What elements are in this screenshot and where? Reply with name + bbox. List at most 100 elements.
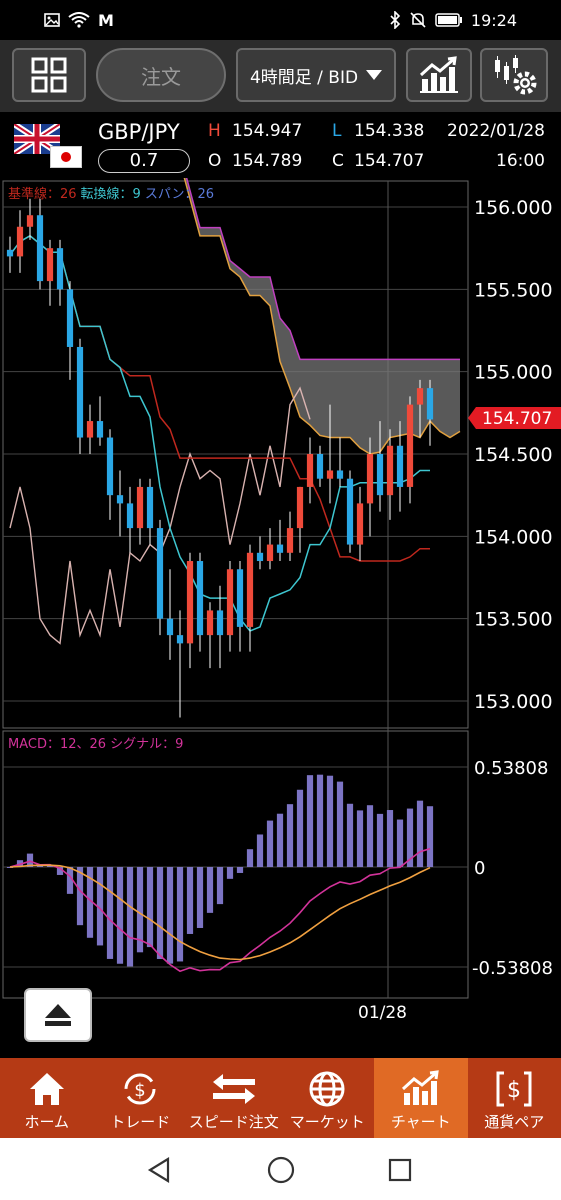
candle bbox=[16, 210, 24, 273]
mute-icon bbox=[410, 12, 426, 28]
candle bbox=[396, 421, 404, 512]
recents-icon[interactable] bbox=[386, 1156, 414, 1184]
current-price: 154.707 bbox=[482, 409, 552, 429]
candle bbox=[66, 281, 74, 380]
macd-hist-bar bbox=[206, 867, 214, 913]
macd-hist-bar bbox=[276, 813, 284, 867]
menu-grid-button[interactable] bbox=[12, 48, 86, 102]
candle bbox=[156, 519, 164, 636]
svg-text:$: $ bbox=[507, 1078, 521, 1103]
macd-hist-bar bbox=[96, 867, 104, 946]
period-select[interactable]: 4時間足 / BID bbox=[236, 48, 396, 102]
collapse-panel-button[interactable] bbox=[24, 988, 92, 1042]
home-circle-icon[interactable] bbox=[266, 1155, 296, 1185]
image-icon bbox=[44, 13, 60, 27]
price-tick: 154.000 bbox=[474, 526, 553, 548]
candle bbox=[176, 610, 184, 718]
macd-hist-bar bbox=[126, 867, 134, 967]
macd-hist-bar bbox=[346, 803, 354, 867]
chart-type-button[interactable] bbox=[406, 48, 472, 102]
chart-area[interactable]: 156.000 155.500 155.000 154.500 154.000 153.5… bbox=[0, 178, 561, 1058]
candle bbox=[96, 396, 104, 446]
macd-hist-bar bbox=[286, 804, 294, 867]
span-legend: スパン：26 bbox=[145, 187, 214, 202]
nav-speed-order-label: スピード注文 bbox=[188, 1113, 279, 1131]
candle bbox=[296, 486, 304, 553]
candle bbox=[406, 396, 414, 504]
currency-pair: GBP/JPY bbox=[98, 120, 180, 144]
macd-series bbox=[6, 774, 434, 973]
macd-hist-bar bbox=[326, 775, 334, 867]
macd-hist-bar bbox=[116, 867, 124, 964]
candle bbox=[276, 519, 284, 562]
price-chart[interactable]: 156.000 155.500 155.000 154.500 154.000 153.5… bbox=[0, 178, 561, 1058]
macd-hist-bar bbox=[256, 834, 264, 867]
candle bbox=[336, 437, 344, 487]
macd-hist-bar bbox=[266, 820, 274, 867]
currency-bracket-icon: $ bbox=[496, 1071, 532, 1107]
nav-currency-pair-label: 通貨ペア bbox=[484, 1113, 545, 1131]
candle bbox=[356, 486, 364, 562]
chart-growth-icon bbox=[401, 1070, 439, 1105]
price-tick: 155.000 bbox=[474, 362, 553, 384]
svg-text:$: $ bbox=[135, 1080, 146, 1101]
candle bbox=[166, 569, 174, 660]
macd-hist-bar bbox=[216, 867, 224, 905]
candle bbox=[36, 198, 44, 290]
macd-hist-bar bbox=[236, 867, 244, 873]
senkou-b-line bbox=[185, 178, 460, 361]
back-icon[interactable] bbox=[146, 1156, 174, 1184]
candle bbox=[426, 379, 434, 446]
candle bbox=[146, 478, 154, 545]
macd-hist-bar bbox=[356, 810, 364, 867]
high-value: 154.947 bbox=[232, 121, 303, 141]
macd-tick: 0 bbox=[474, 858, 485, 879]
macd-tick: -0.53808 bbox=[472, 958, 553, 979]
nav-chart[interactable]: チャート bbox=[374, 1058, 468, 1138]
order-button[interactable]: 注文 bbox=[96, 48, 226, 102]
candle bbox=[286, 511, 294, 562]
macd-hist-bar bbox=[226, 867, 234, 879]
macd-hist-bar bbox=[66, 867, 74, 894]
high-label: H bbox=[208, 121, 221, 141]
ichimoku-cloud bbox=[183, 178, 461, 455]
senkou-a-line bbox=[183, 178, 461, 455]
period-label: 4時間足 / BID bbox=[249, 67, 359, 88]
toolbar: 注文 4時間足 / BID bbox=[0, 40, 561, 112]
nav-trade-label: トレード bbox=[110, 1113, 171, 1131]
macd-hist-bar bbox=[416, 800, 424, 867]
price-tick: 153.500 bbox=[474, 609, 553, 631]
signal-line bbox=[9, 864, 431, 961]
nav-home[interactable]: ホーム bbox=[0, 1058, 94, 1138]
candle bbox=[346, 470, 354, 553]
open-label: O bbox=[208, 151, 222, 171]
nav-market[interactable]: マーケット bbox=[281, 1058, 375, 1138]
home-icon bbox=[29, 1073, 64, 1105]
price-tick: 156.000 bbox=[474, 197, 553, 219]
japan-flag-icon bbox=[50, 146, 82, 168]
nav-currency-pair[interactable]: $ 通貨ペア bbox=[468, 1058, 561, 1138]
battery-icon bbox=[435, 13, 462, 27]
macd-hist-bar bbox=[176, 867, 184, 962]
candle bbox=[246, 544, 254, 652]
caret-down-icon bbox=[366, 70, 383, 80]
candle bbox=[266, 528, 274, 570]
nav-trade[interactable]: $ トレード bbox=[94, 1058, 188, 1138]
macd-hist-bar bbox=[6, 867, 14, 868]
chart-settings-button[interactable] bbox=[480, 48, 548, 102]
kijun-legend: 基準線：26 bbox=[8, 186, 77, 202]
status-left: M bbox=[44, 11, 114, 30]
price-tick: 154.500 bbox=[474, 444, 553, 466]
macd-hist-bar bbox=[156, 867, 164, 959]
candle bbox=[136, 478, 144, 545]
macd-line bbox=[9, 847, 431, 973]
wifi-icon bbox=[68, 12, 90, 28]
swap-arrows-icon bbox=[212, 1074, 255, 1104]
candle bbox=[116, 470, 124, 537]
current-price-tag: 154.707 bbox=[468, 407, 561, 429]
nav-speed-order[interactable]: スピード注文 bbox=[187, 1058, 281, 1138]
eject-icon bbox=[45, 1004, 71, 1026]
macd-hist-bar bbox=[306, 775, 314, 867]
candle bbox=[56, 239, 64, 306]
nav-market-label: マーケット bbox=[289, 1113, 365, 1131]
